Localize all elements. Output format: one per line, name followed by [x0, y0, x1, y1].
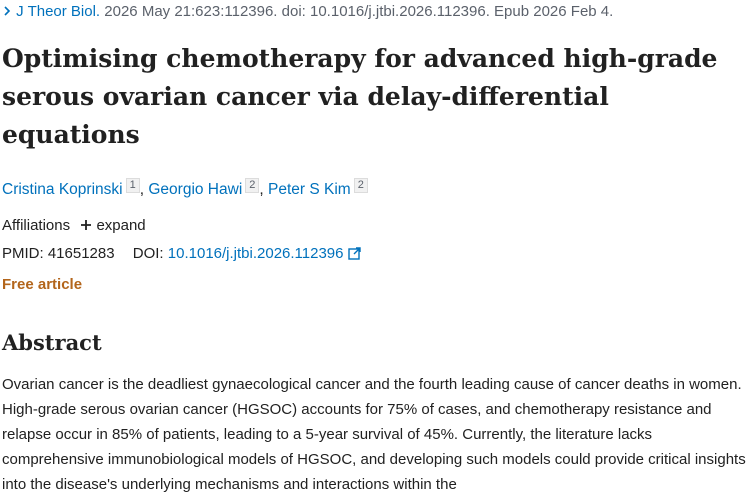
abstract-text: Ovarian cancer is the deadliest gynaecol…: [2, 376, 746, 493]
author-list: Cristina Koprinski 1, Georgio Hawi 2, Pete…: [2, 178, 368, 199]
affiliation-number[interactable]: 2: [245, 178, 260, 193]
abstract-heading: Abstract: [2, 330, 102, 355]
affiliations-row: Affiliations expand: [2, 217, 146, 234]
journal-link[interactable]: J Theor Biol.: [16, 3, 101, 20]
separator: ,: [139, 181, 145, 198]
doi-link[interactable]: 10.1016/j.jtbi.2026.112396: [167, 245, 344, 262]
affiliation-number[interactable]: 1: [125, 178, 140, 193]
caret-icon: [4, 6, 11, 16]
expand-toggle[interactable]: expand: [80, 217, 146, 234]
doi-label: DOI:: [132, 245, 164, 262]
article-title: Optimising chemotherapy for advanced hig…: [2, 44, 718, 149]
citation-details: 2026 May 21:623:112396. doi: 10.1016/j.j…: [104, 3, 614, 20]
pmid-label: PMID:: [2, 245, 44, 262]
pmid: 41651283: [47, 245, 115, 262]
plus-icon: [81, 220, 92, 230]
affiliations-label: Affiliations: [2, 217, 71, 234]
free-article-badge: Free article: [2, 276, 83, 293]
separator: ,: [259, 181, 264, 198]
affiliation-number[interactable]: 2: [353, 178, 368, 193]
external-link-icon: [347, 247, 361, 260]
author-link[interactable]: Cristina Koprinski: [2, 181, 123, 198]
expand-label[interactable]: expand: [96, 217, 146, 234]
citation: J Theor Biol. 2026 May 21:623:112396. do…: [2, 3, 613, 20]
author-link[interactable]: Georgio Hawi: [148, 181, 243, 198]
author-link[interactable]: Peter S Kim: [268, 181, 351, 198]
identifiers-row: PMID: 41651283 DOI: 10.1016/j.jtbi.2026.…: [2, 245, 361, 262]
